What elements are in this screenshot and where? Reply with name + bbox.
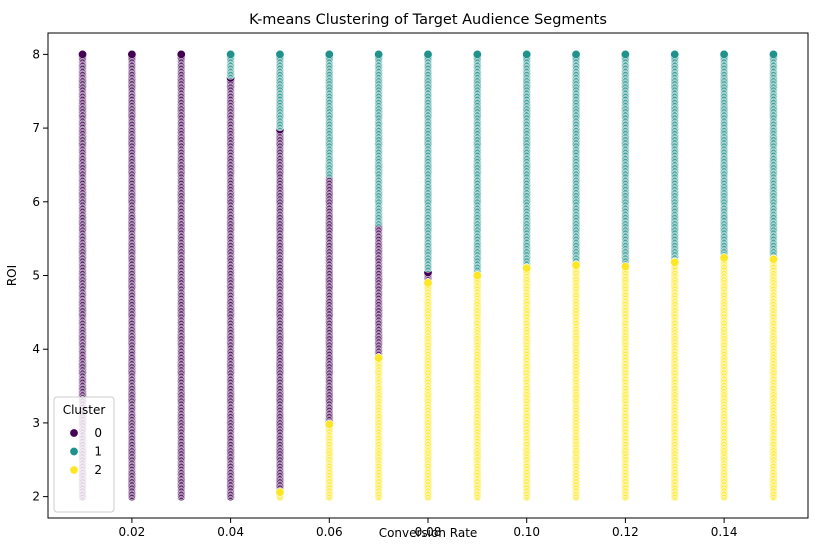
data-point: [275, 49, 285, 59]
y-tick-label: 5: [32, 269, 40, 283]
data-point: [374, 353, 384, 363]
data-point: [275, 487, 285, 497]
y-tick-label: 6: [32, 195, 40, 209]
x-tick-label: 0.10: [513, 525, 540, 539]
points-layer: [78, 49, 778, 502]
data-point: [670, 49, 680, 59]
legend-label: 2: [94, 463, 102, 477]
data-point: [719, 253, 729, 263]
data-point: [571, 260, 581, 270]
data-point: [324, 419, 334, 429]
data-point: [472, 49, 482, 59]
y-tick-label: 7: [32, 121, 40, 135]
data-point: [768, 49, 778, 59]
x-tick-label: 0.12: [612, 525, 639, 539]
data-point: [719, 49, 729, 59]
data-point: [522, 49, 532, 59]
y-axis-label: ROI: [5, 265, 19, 286]
y-tick-label: 8: [32, 47, 40, 61]
legend: Cluster 0 1 2: [53, 396, 115, 513]
legend-label: 1: [94, 445, 102, 459]
legend-title: Cluster: [63, 403, 106, 417]
data-point: [127, 49, 137, 59]
data-point: [78, 49, 88, 59]
x-tick-label: 0.14: [711, 525, 738, 539]
y-tick-label: 4: [32, 342, 40, 356]
data-point: [670, 257, 680, 267]
y-tick-label: 2: [32, 490, 40, 504]
legend-label: 0: [94, 426, 102, 440]
chart-title: K-means Clustering of Target Audience Se…: [249, 12, 607, 28]
data-point: [620, 262, 630, 272]
x-tick-label: 0.06: [316, 525, 343, 539]
x-axis-label: Conversion Rate: [379, 526, 478, 540]
data-point: [374, 49, 384, 59]
data-point: [226, 49, 236, 59]
legend-marker: [69, 446, 79, 456]
legend-marker: [69, 465, 79, 475]
data-point: [324, 49, 334, 59]
data-point: [620, 49, 630, 59]
data-point: [472, 270, 482, 280]
x-tick-label: 0.04: [217, 525, 244, 539]
data-point: [768, 254, 778, 264]
data-point: [571, 49, 581, 59]
y-tick-label: 3: [32, 416, 40, 430]
data-point: [176, 49, 186, 59]
legend-marker: [69, 428, 79, 438]
x-tick-label: 0.02: [119, 525, 146, 539]
data-point: [522, 263, 532, 273]
data-point: [423, 278, 433, 288]
data-point: [423, 49, 433, 59]
